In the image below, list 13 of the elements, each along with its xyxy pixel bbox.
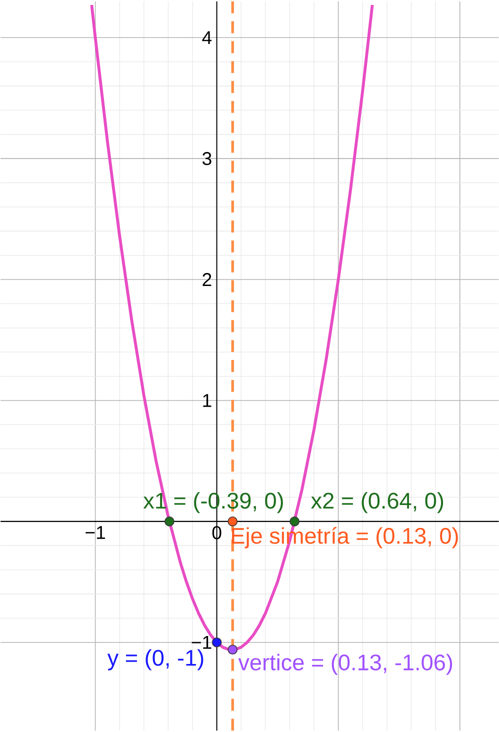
y-tick-label: −1 bbox=[192, 636, 212, 649]
point bbox=[212, 637, 222, 648]
point bbox=[228, 516, 238, 526]
series-label: x2 = (0.64, 0) bbox=[310, 492, 443, 514]
y-tick-label: 4 bbox=[202, 31, 212, 44]
point bbox=[228, 644, 238, 655]
y-tick-label: 3 bbox=[202, 152, 212, 166]
y-tick-label: 2 bbox=[202, 273, 212, 286]
y-tick-label: 1 bbox=[203, 394, 212, 407]
point bbox=[164, 516, 174, 526]
point bbox=[290, 516, 300, 526]
series-label: y = (0, -1) bbox=[107, 649, 204, 670]
series-label: vertice = (0.13, -1.06) bbox=[238, 654, 452, 675]
